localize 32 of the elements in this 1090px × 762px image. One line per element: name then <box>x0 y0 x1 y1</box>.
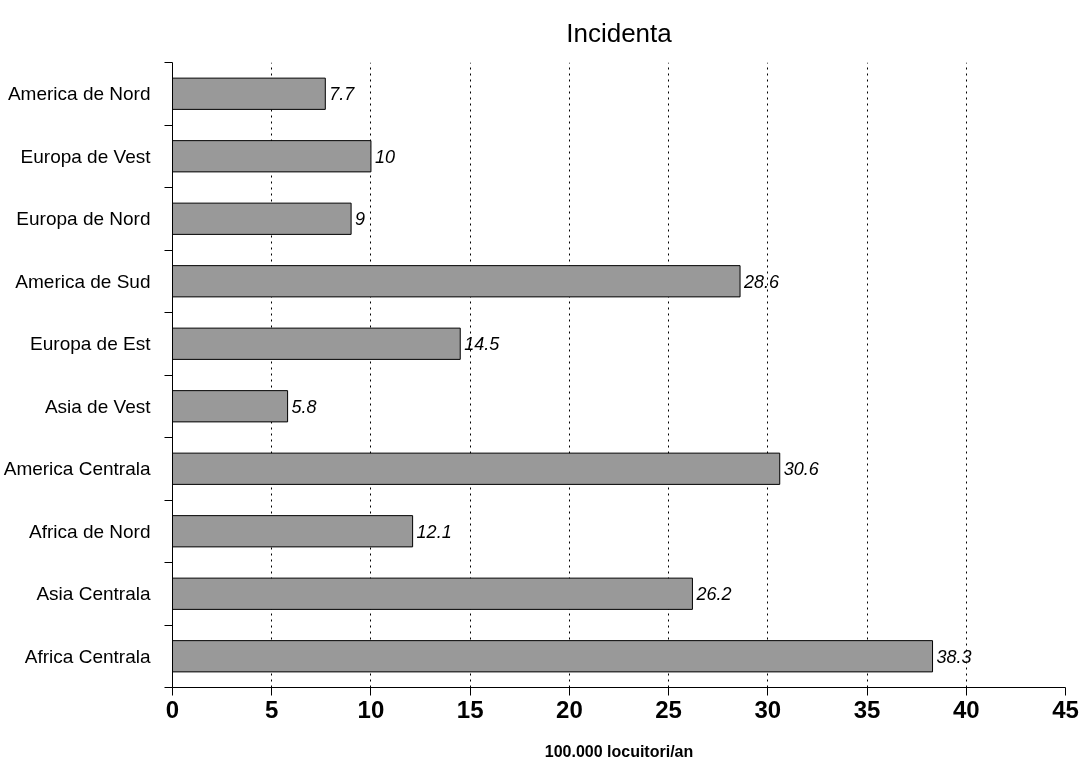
y-tick-label: Africa Centrala <box>24 645 151 667</box>
chart-title: Incidenta <box>566 17 673 48</box>
x-tick-label: 45 <box>1052 695 1079 723</box>
data-label: 7.7 <box>329 84 356 105</box>
data-label: 9 <box>355 209 366 230</box>
data-label: 26.2 <box>695 584 732 605</box>
x-tick-label: 30 <box>754 695 782 723</box>
y-tick-label: Europa de Nord <box>16 208 151 230</box>
y-tick-label: Europa de Est <box>30 333 152 355</box>
data-label: 12.1 <box>416 521 452 542</box>
y-tick-label: Africa de Nord <box>29 520 151 542</box>
data-label: 10 <box>374 146 395 167</box>
x-axis-title: 100.000 locuitori/an <box>544 742 694 760</box>
x-tick-label: 25 <box>655 695 682 723</box>
x-tick-label: 40 <box>952 695 980 723</box>
data-label: 5.8 <box>291 396 317 417</box>
x-tick-label: 5 <box>265 695 279 723</box>
y-tick-label: America de Nord <box>7 83 151 105</box>
y-tick-label: America Centrala <box>3 458 151 480</box>
y-tick-label: Asia de Vest <box>44 395 152 417</box>
data-label: 14.5 <box>464 334 501 355</box>
y-tick-label: America de Sud <box>15 270 151 292</box>
x-tick-label: 0 <box>165 695 180 723</box>
x-tick-label: 10 <box>357 695 385 723</box>
x-tick-label: 20 <box>556 695 583 723</box>
data-label: 38.3 <box>936 646 972 667</box>
x-tick-label: 15 <box>456 695 484 723</box>
data-label: 30.6 <box>783 459 820 480</box>
data-label: 28.6 <box>743 271 781 292</box>
y-tick-label: Europa de Vest <box>20 145 152 167</box>
x-tick-label: 35 <box>853 695 881 723</box>
y-tick-label: Asia Centrala <box>36 583 151 605</box>
